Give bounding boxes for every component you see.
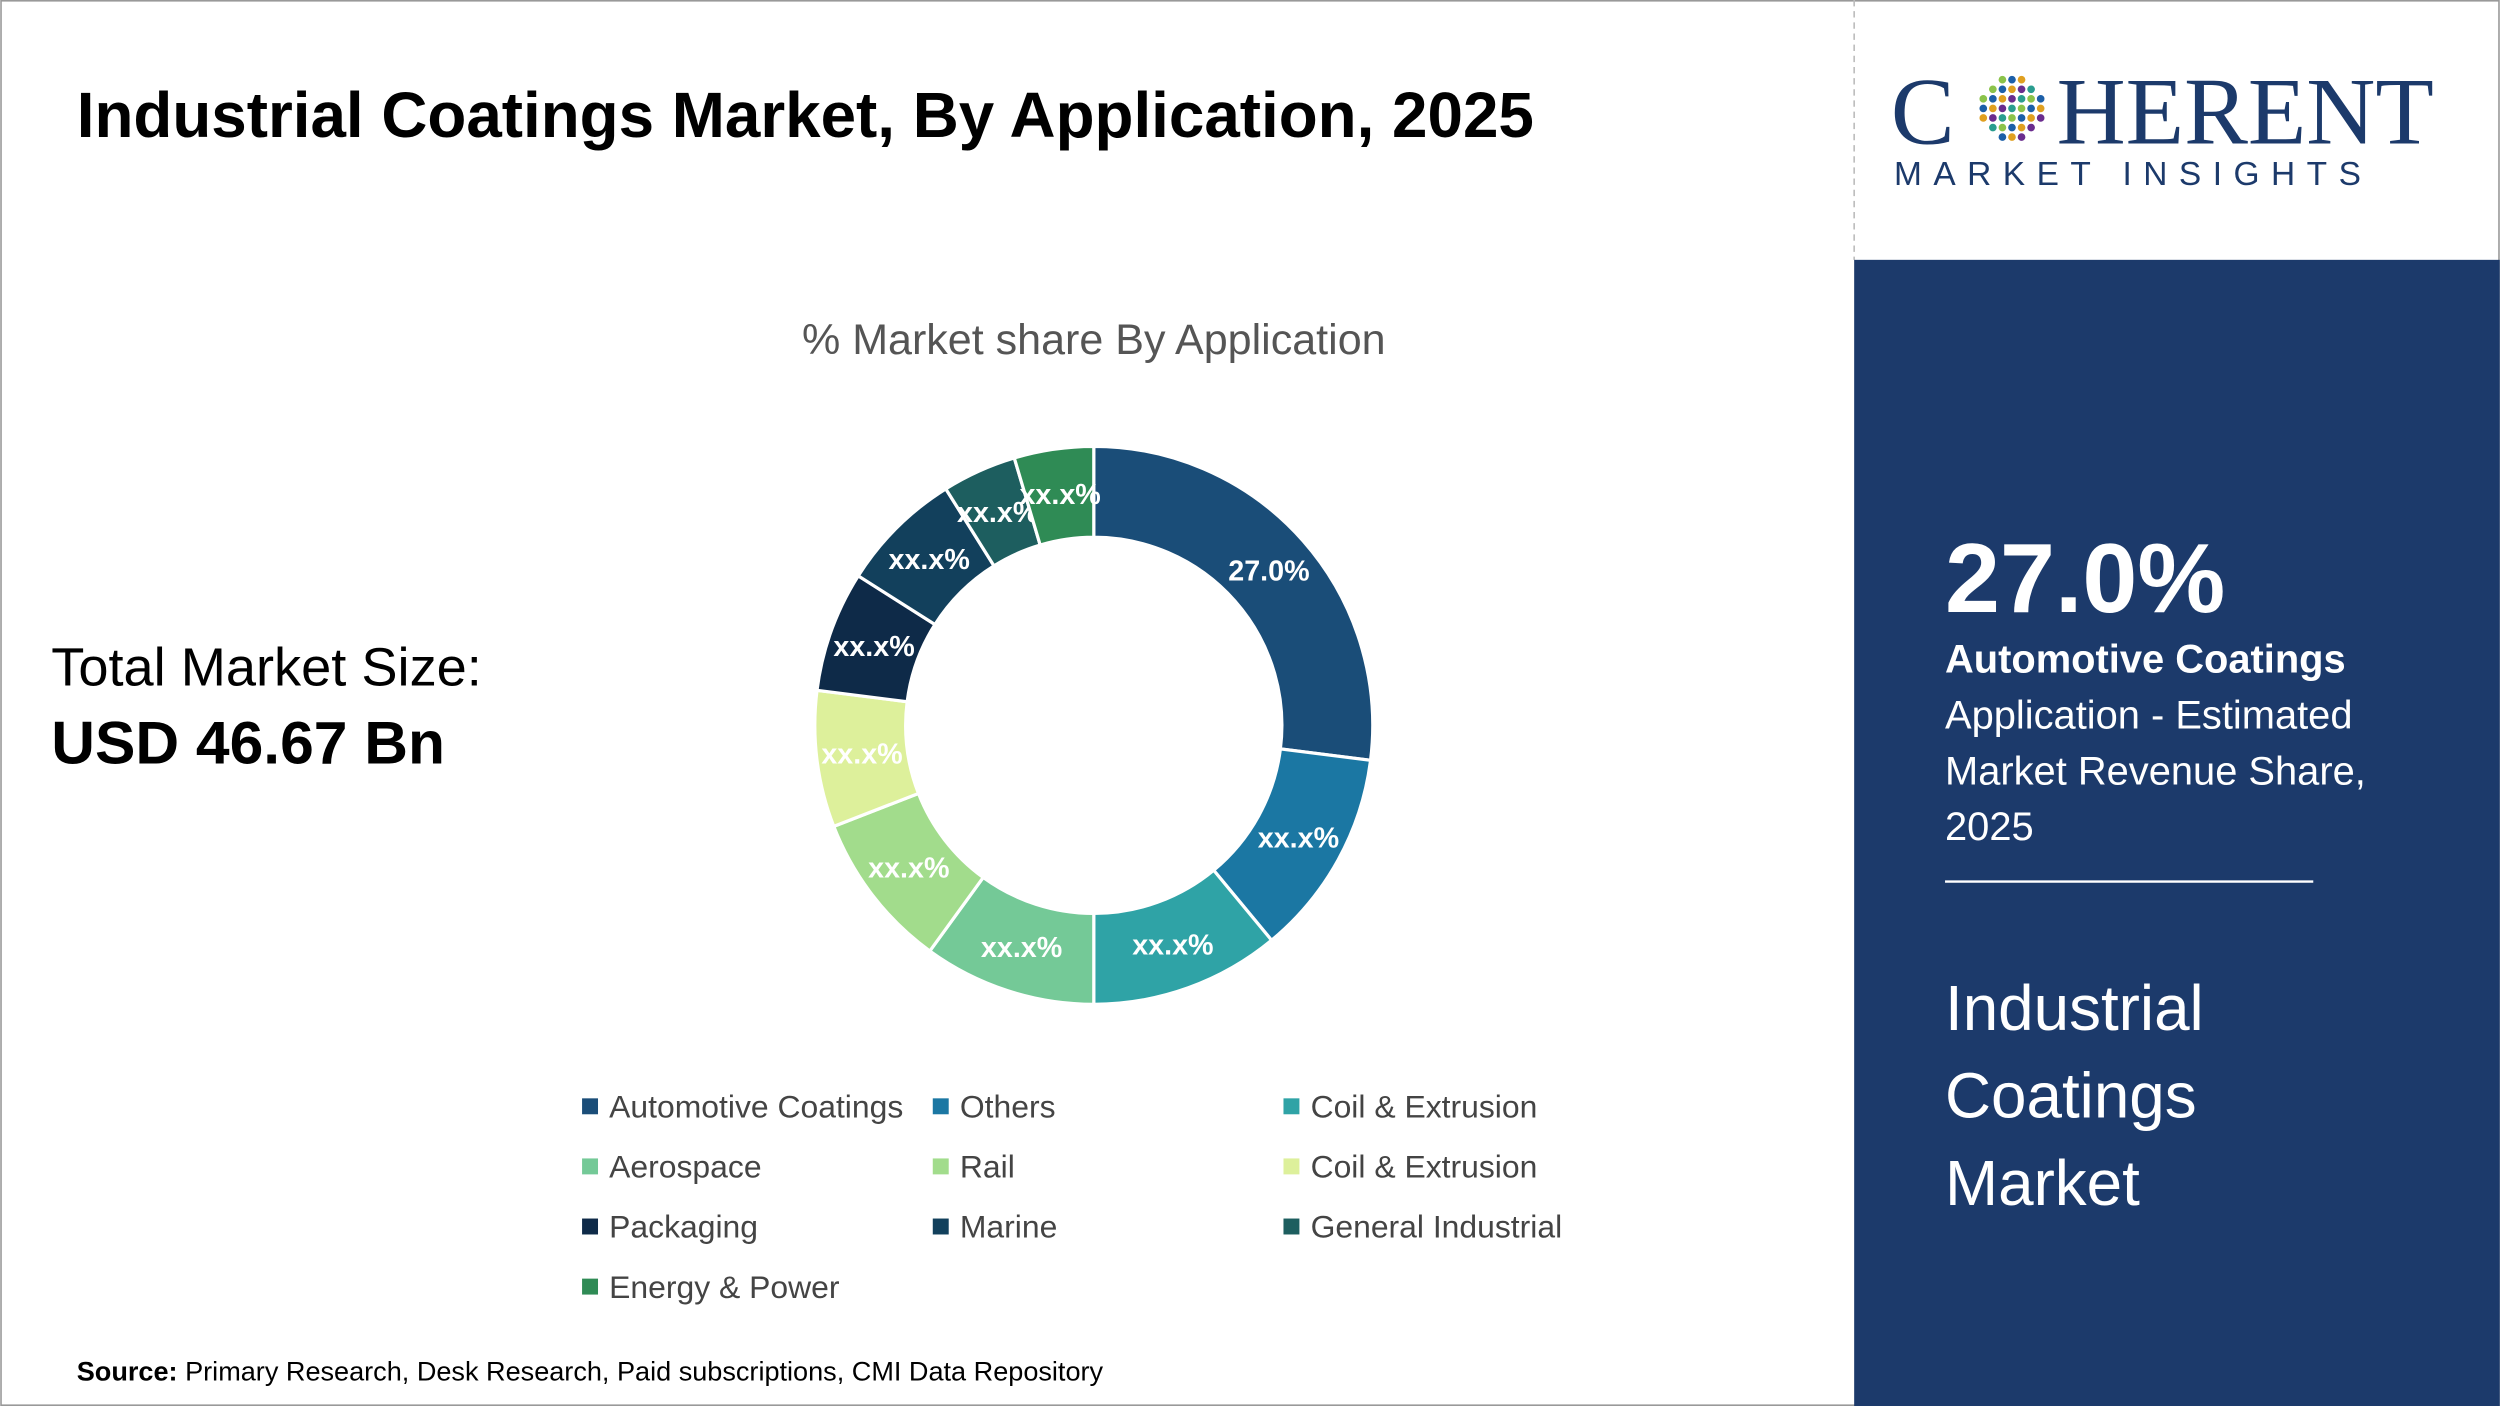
logo-dot (2008, 123, 2016, 132)
logo-dot (1998, 133, 2007, 141)
source-text: Primary Research, Desk Research, Paid su… (185, 1355, 1103, 1386)
legend-swatch (1283, 1098, 1300, 1115)
logo-dot (1989, 95, 1997, 103)
sidebar-market: Industrial (1945, 972, 2204, 1044)
logo-dot (1998, 104, 2007, 113)
chart-title: % Market share By Application (802, 316, 1386, 364)
data-label: xx.x% (888, 544, 969, 576)
legend-swatch (932, 1218, 949, 1235)
legend-label: Rail (960, 1149, 1015, 1185)
sidebar-line: 2025 (1945, 805, 2034, 849)
logo-dot (1998, 95, 2007, 103)
donut-segment (1012, 444, 1096, 547)
logo-dot (2027, 123, 2035, 132)
legend-swatch (932, 1158, 949, 1175)
logo-mark (1979, 75, 2045, 141)
legend-label: Energy & Power (609, 1269, 840, 1305)
source-label: Source: (77, 1355, 178, 1386)
data-label: xx.x% (1132, 930, 1213, 962)
legend-swatch (582, 1278, 599, 1295)
logo-dot (1998, 85, 2007, 94)
logo-dot (2017, 104, 2026, 113)
logo-dot (2008, 133, 2016, 141)
legend-swatch (932, 1098, 949, 1115)
data-label: xx.x% (981, 932, 1062, 964)
logo-dot (2017, 123, 2026, 132)
legend-swatch (582, 1218, 599, 1235)
logo-dot (2027, 104, 2035, 113)
chart: 27.0%xx.x%xx.x%xx.x%xx.x%xx.x%xx.x%xx.x%… (582, 444, 1563, 1305)
logo-dot (2017, 114, 2026, 122)
logo-dot (2008, 104, 2016, 113)
data-label: xx.x% (1019, 479, 1100, 511)
title: Industrial Coatings Market, By Applicati… (77, 79, 1534, 151)
sidebar-market: Market (1945, 1147, 2140, 1219)
logo-dot (1979, 114, 1988, 122)
source: Source: Primary Research, Desk Research,… (77, 1355, 1104, 1386)
logo-dot (1979, 104, 1988, 113)
logo-dot (1989, 114, 1997, 122)
logo-dot (2027, 114, 2035, 122)
legend-label: Aerospace (609, 1149, 761, 1185)
logo-dot (1989, 123, 1997, 132)
legend-label: Coil & Extrusion (1311, 1088, 1538, 1124)
donut-segment (1092, 444, 1375, 763)
sidebar-market: Coatings (1945, 1059, 2197, 1131)
market-size-value: USD 46.67 Bn (51, 709, 445, 777)
logo-dot (2017, 75, 2026, 84)
logo-dot (2036, 95, 2045, 103)
logo-rest: HERENT (2057, 58, 2434, 164)
logo-dot (1979, 95, 1988, 103)
legend-label: Packaging (609, 1209, 758, 1245)
data-label: xx.x% (868, 852, 949, 884)
legend-label: Automotive Coatings (609, 1088, 903, 1124)
sidebar-line: Application - Estimated (1945, 694, 2352, 738)
legend-label: Others (960, 1088, 1056, 1124)
data-label: xx.x% (1258, 822, 1339, 854)
logo-dot (1998, 123, 2007, 132)
logo-dot (2017, 85, 2026, 94)
logo-tagline: MARKET INSIGHTS (1894, 156, 2372, 193)
logo-dot (2017, 95, 2026, 103)
logo-dot (2008, 85, 2016, 94)
legend-swatch (1283, 1158, 1300, 1175)
sidebar-value: 27.0% (1945, 523, 2225, 633)
logo-dot (2036, 114, 2045, 122)
data-label: xx.x% (833, 631, 914, 663)
logo-dot (1998, 114, 2007, 122)
data-label: 27.0% (1228, 555, 1309, 587)
legend-label: Marine (960, 1209, 1057, 1245)
sidebar-segment: Automotive Coatings (1945, 638, 2346, 682)
sidebar (1854, 259, 2500, 1406)
data-label: xx.x% (957, 497, 1038, 529)
legend-label: General Industrial (1311, 1209, 1563, 1245)
logo-dot (2017, 133, 2026, 141)
logo-dot (2008, 95, 2016, 103)
legend-label: Coil & Extrusion (1311, 1149, 1538, 1185)
logo-dot (2008, 75, 2016, 84)
market-size-label: Total Market Size: (51, 637, 482, 697)
logo-dot (1989, 85, 1997, 94)
logo-c: C (1891, 58, 1955, 164)
legend-swatch (582, 1158, 599, 1175)
logo-dot (1989, 104, 1997, 113)
data-label: xx.x% (821, 738, 902, 770)
logo-dot (2027, 85, 2035, 94)
legend-swatch (1283, 1218, 1300, 1235)
logo-dot (1998, 75, 2007, 84)
logo-dot (2036, 104, 2045, 113)
logo-dot (2008, 114, 2016, 122)
logo-dot (2027, 95, 2035, 103)
legend-swatch (582, 1098, 599, 1115)
sidebar-line: Market Revenue Share, (1945, 749, 2366, 793)
